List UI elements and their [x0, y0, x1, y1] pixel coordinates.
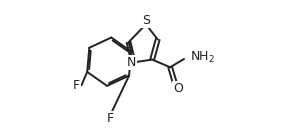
Text: F: F: [107, 112, 114, 125]
Text: O: O: [173, 82, 183, 95]
Text: F: F: [73, 79, 80, 92]
Text: NH$_2$: NH$_2$: [189, 50, 215, 65]
Text: N: N: [126, 56, 136, 69]
Text: S: S: [142, 14, 150, 27]
